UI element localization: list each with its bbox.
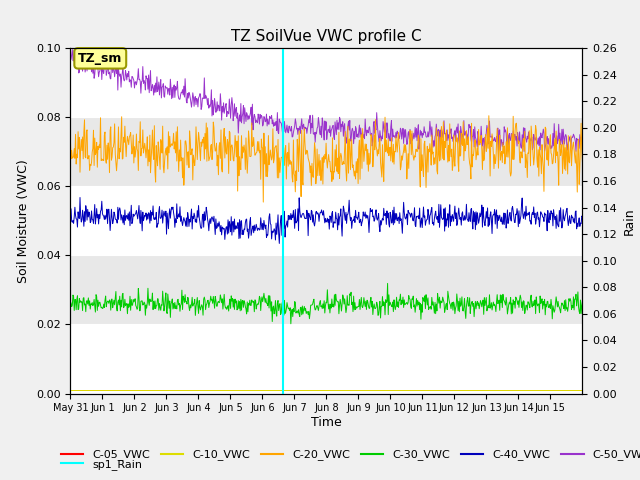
Bar [70,186,582,255]
Y-axis label: Rain: Rain [623,207,636,235]
Legend: sp1_Rain: sp1_Rain [57,455,147,474]
Text: TZ_sm: TZ_sm [78,52,122,65]
Title: TZ SoilVue VWC profile C: TZ SoilVue VWC profile C [231,29,422,44]
X-axis label: Time: Time [311,416,342,429]
Y-axis label: Soil Moisture (VWC): Soil Moisture (VWC) [17,159,30,283]
Bar [70,48,582,117]
Bar [70,324,582,394]
Legend: C-05_VWC, C-10_VWC, C-20_VWC, C-30_VWC, C-40_VWC, C-50_VWC: C-05_VWC, C-10_VWC, C-20_VWC, C-30_VWC, … [57,445,640,465]
